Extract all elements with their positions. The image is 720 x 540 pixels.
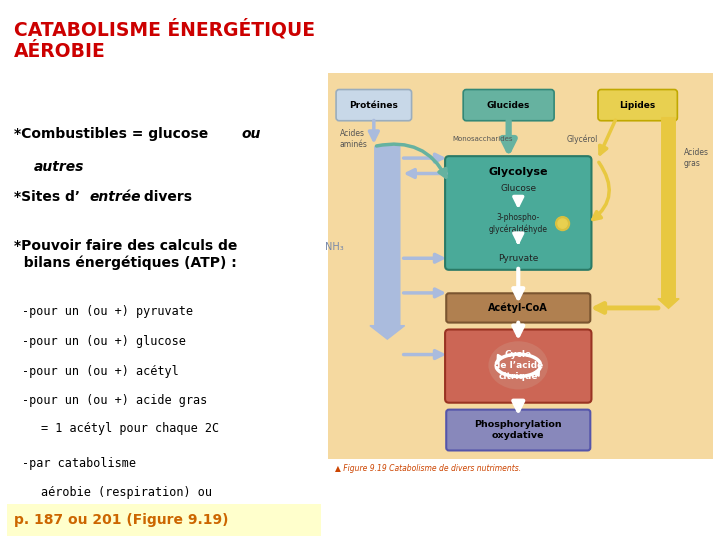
Text: Protéines: Protéines (349, 100, 398, 110)
Text: NH₃: NH₃ (325, 242, 343, 252)
Text: Cycle
de l’acide
citrique: Cycle de l’acide citrique (494, 350, 543, 381)
FancyArrow shape (658, 118, 679, 308)
Text: Pyruvate: Pyruvate (498, 254, 539, 263)
FancyArrowPatch shape (377, 144, 446, 177)
Text: ou: ou (242, 127, 261, 141)
Text: Acides
gras: Acides gras (684, 148, 709, 168)
FancyBboxPatch shape (336, 90, 412, 121)
Circle shape (558, 219, 567, 228)
Text: Lipides: Lipides (620, 100, 656, 110)
Text: -pour un (ou +) glucose: -pour un (ou +) glucose (22, 335, 186, 348)
FancyBboxPatch shape (318, 66, 720, 468)
FancyArrowPatch shape (593, 163, 609, 219)
Ellipse shape (488, 341, 548, 389)
Text: autres: autres (34, 160, 84, 174)
Text: anaérobie (fermentation): anaérobie (fermentation) (40, 513, 212, 526)
Text: *Sites d’: *Sites d’ (14, 190, 79, 204)
Text: Glycolyse: Glycolyse (489, 166, 548, 177)
FancyBboxPatch shape (446, 293, 590, 322)
Text: *Pouvoir faire des calculs de
  bilans énergétiques (ATP) :: *Pouvoir faire des calculs de bilans éne… (14, 239, 237, 270)
Text: entrée: entrée (90, 190, 141, 204)
Text: -pour un (ou +) pyruvate: -pour un (ou +) pyruvate (22, 305, 193, 318)
Text: divers: divers (139, 190, 192, 204)
Text: Acides
aminés: Acides aminés (340, 129, 368, 149)
Text: -pour un (ou +) acide gras: -pour un (ou +) acide gras (22, 394, 207, 407)
Text: aérobie (respiration) ou: aérobie (respiration) ou (40, 486, 212, 499)
Text: = 1 acétyl pour chaque 2C: = 1 acétyl pour chaque 2C (40, 422, 219, 435)
Text: 3-phospho-
glycéraldéhyde: 3-phospho- glycéraldéhyde (489, 213, 548, 234)
Text: Glucose: Glucose (500, 184, 536, 193)
FancyArrow shape (370, 146, 405, 339)
Text: Monosaccharides: Monosaccharides (453, 136, 513, 142)
FancyBboxPatch shape (445, 329, 591, 403)
FancyBboxPatch shape (463, 90, 554, 121)
Text: Acétyl-CoA: Acétyl-CoA (488, 303, 548, 313)
Circle shape (556, 217, 570, 231)
Text: -pour un (ou +) acétyl: -pour un (ou +) acétyl (22, 364, 179, 377)
Text: Glycérol: Glycérol (567, 134, 598, 144)
Text: ▲ Figure 9.19 Catabolisme de divers nutriments.: ▲ Figure 9.19 Catabolisme de divers nutr… (336, 464, 521, 474)
FancyBboxPatch shape (6, 504, 322, 536)
FancyBboxPatch shape (445, 156, 591, 270)
Text: *Combustibles = glucose: *Combustibles = glucose (14, 127, 212, 141)
Text: Glucides: Glucides (487, 100, 531, 110)
Text: Phosphorylation
oxydative: Phosphorylation oxydative (474, 420, 562, 440)
FancyBboxPatch shape (446, 410, 590, 450)
FancyBboxPatch shape (598, 90, 678, 121)
Text: -par catabolisme: -par catabolisme (22, 457, 136, 470)
Text: CATABOLISME ÉNERGÉTIQUE
AÉROBIE: CATABOLISME ÉNERGÉTIQUE AÉROBIE (14, 19, 315, 60)
Text: p. 187 ou 201 (Figure 9.19): p. 187 ou 201 (Figure 9.19) (14, 513, 228, 527)
